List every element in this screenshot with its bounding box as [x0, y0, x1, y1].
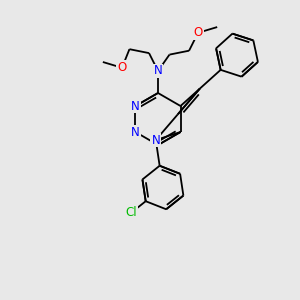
Text: O: O	[117, 61, 127, 74]
Text: O: O	[194, 26, 203, 39]
Text: N: N	[152, 134, 160, 146]
Text: N: N	[131, 125, 140, 139]
Text: Cl: Cl	[126, 206, 137, 219]
Text: N: N	[131, 100, 140, 112]
Text: N: N	[154, 64, 162, 77]
